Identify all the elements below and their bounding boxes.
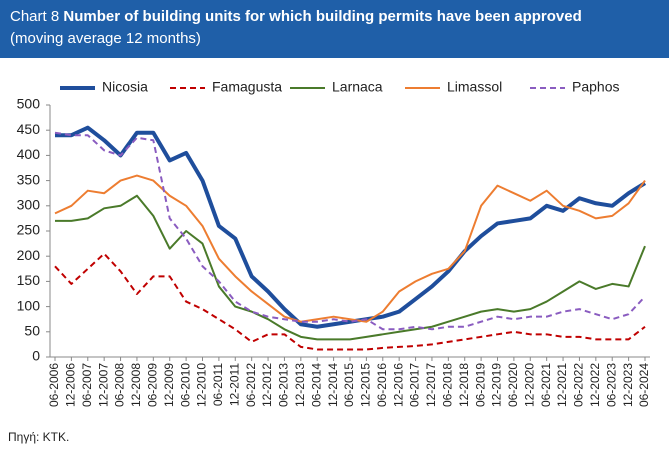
x-tick-label: 12-2019: [490, 363, 504, 407]
x-tick-label: 12-2016: [391, 363, 405, 407]
y-tick-label: 100: [17, 297, 41, 313]
x-tick-label: 06-2011: [211, 363, 225, 406]
x-tick-label: 06-2007: [80, 363, 94, 407]
chart-subtitle: (moving average 12 months): [10, 30, 201, 47]
legend-label: Paphos: [572, 79, 619, 95]
legend-label: Nicosia: [102, 79, 148, 95]
x-tick-label: 12-2022: [588, 363, 602, 407]
series-line: [54, 174, 646, 323]
x-tick-label: 12-2018: [457, 363, 471, 407]
chart-title: Number of building units for which build…: [63, 8, 582, 25]
x-tick-label: 06-2006: [47, 363, 61, 407]
x-tick-label: 12-2021: [555, 363, 569, 407]
chart: Πηγή: ΚΤΚ. 0 50 100 150 200 250 300 350 400 450 50…: [8, 79, 651, 444]
x-tick-label: 06-2008: [113, 363, 127, 407]
y-tick-label: 200: [17, 247, 41, 263]
x-tick-label: 12-2007: [96, 363, 110, 407]
x-tick-label: 12-2012: [260, 363, 274, 407]
source: Πηγή: ΚΤΚ.: [8, 430, 69, 444]
x-tick-label: 06-2010: [178, 363, 192, 407]
x-tick-label: 12-2014: [326, 363, 340, 407]
legend-label: Limassol: [447, 79, 502, 95]
x-tick-label: 06-2024: [637, 363, 651, 407]
y-tick-label: 0: [32, 348, 40, 364]
series-line: [55, 194, 646, 341]
x-tick-label: 06-2023: [604, 363, 618, 407]
chart-number: Chart 8: [10, 8, 60, 25]
y-tick-label: 250: [17, 222, 41, 238]
x-tick-label: 06-2013: [277, 363, 291, 407]
x-tick-label: 06-2017: [408, 363, 422, 407]
y-tick-label: 450: [17, 121, 41, 137]
header: Chart 8 Number of building units for whi…: [0, 0, 669, 58]
x-tick-label: 06-2019: [473, 363, 487, 407]
x-tick-label: 06-2018: [441, 363, 455, 407]
x-tick-label: 12-2015: [359, 363, 373, 407]
x-tick-label: 06-2009: [146, 363, 160, 407]
y-tick-label: 350: [17, 171, 41, 187]
y-tick-label: 50: [24, 323, 40, 339]
legend-label: Larnaca: [332, 79, 383, 95]
series-line: [55, 125, 647, 329]
x-tick-label: 12-2013: [293, 363, 307, 407]
x-tick-label: 06-2012: [244, 363, 258, 407]
legend-label: Famagusta: [212, 79, 282, 95]
x-tick-label: 12-2020: [522, 363, 536, 407]
series-line: [54, 252, 646, 351]
x-tick-label: 06-2020: [506, 363, 520, 407]
x-tick-label: 06-2014: [309, 363, 323, 407]
x-tick-label: 12-2008: [129, 363, 143, 407]
y-tick-label: 150: [17, 272, 41, 288]
x-tick-label: 06-2021: [539, 363, 553, 407]
x-tick-label: 06-2022: [572, 363, 586, 407]
x-tick-label: 12-2006: [64, 363, 78, 407]
y-tick-label: 300: [17, 197, 41, 213]
x-tick-label: 12-2010: [195, 363, 209, 407]
x-tick-label: 06-2015: [342, 363, 356, 407]
series-line: [54, 131, 646, 331]
x-tick-label: 12-2009: [162, 363, 176, 407]
x-tick-label: 12-2017: [424, 363, 438, 407]
y-tick-label: 400: [17, 146, 41, 162]
y-tick-label: 500: [17, 96, 41, 112]
x-tick-label: 12-2023: [621, 363, 635, 407]
x-tick-label: 06-2016: [375, 363, 389, 407]
x-tick-label: 12-2011: [227, 363, 241, 406]
